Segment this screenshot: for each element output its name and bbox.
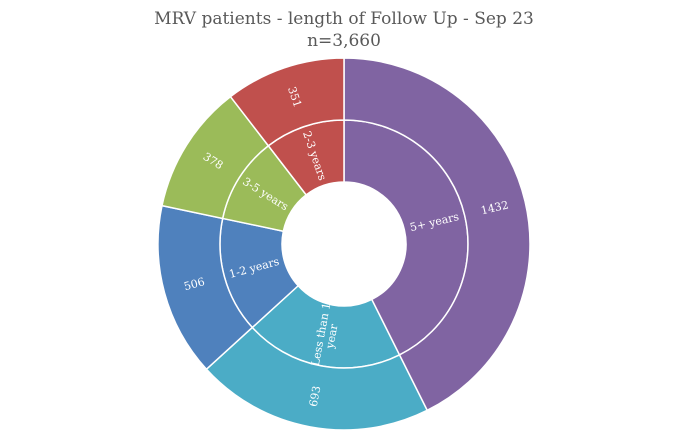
outer-label-2-3-years: 351 (285, 85, 304, 109)
chart-subtitle: n=3,660 (307, 31, 381, 51)
outer-label-1-2-years: 506 (182, 275, 206, 293)
outer-label-less-than-1-year: 693 (307, 385, 324, 408)
outer-segment-2-3-years (229, 57, 345, 147)
chart-title: MRV patients - length of Follow Up - Sep… (154, 9, 534, 29)
outer-segment-5-plus-years (343, 57, 531, 412)
outer-label-5-plus-years: 1432 (480, 198, 510, 217)
